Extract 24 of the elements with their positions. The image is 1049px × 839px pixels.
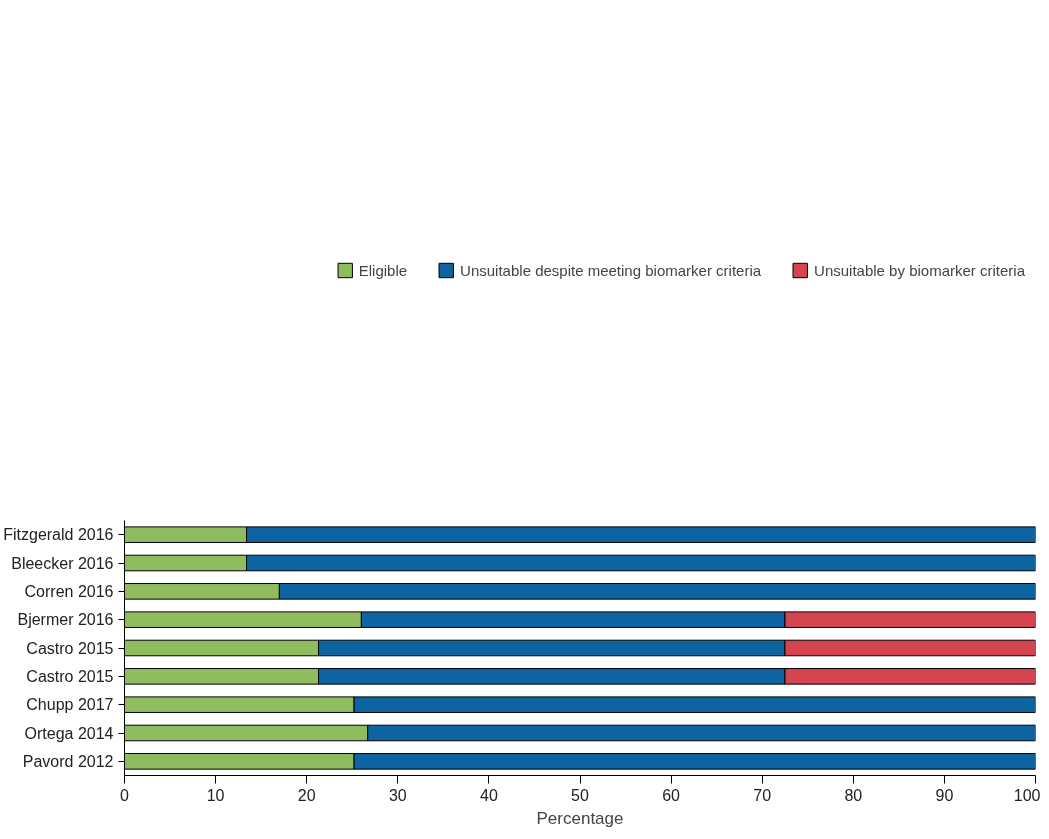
y-tick-label: Corren 2016	[24, 582, 114, 600]
legend-label: Unsuitable despite meeting biomarker criteria	[460, 261, 762, 279]
y-tick-label: Castro 2015	[26, 667, 114, 685]
x-axis-title: Percentage	[536, 808, 624, 828]
y-tick-label: Castro 2015	[26, 639, 114, 657]
x-tick-label: 10	[206, 786, 225, 804]
y-tick-label: Ortega 2014	[24, 724, 114, 742]
x-tick-label: 80	[844, 786, 863, 804]
x-tick-label: 50	[571, 786, 589, 804]
x-tick-label: 100	[1013, 786, 1041, 804]
x-tick-label: 40	[480, 786, 498, 804]
y-tick-label: Bjermer 2016	[17, 611, 114, 629]
y-tick-label: Fitzgerald 2016	[3, 526, 114, 544]
x-tick-label: 20	[297, 786, 316, 804]
x-tick-label: 0	[120, 786, 130, 804]
y-tick-label: Bleecker 2016	[11, 554, 114, 572]
x-tick-label: 90	[935, 786, 954, 804]
x-tick-label: 60	[662, 786, 681, 804]
y-tick-label: Chupp 2017	[26, 696, 114, 714]
x-tick-label: 70	[753, 786, 772, 804]
x-tick-label: 30	[388, 786, 407, 804]
legend-label: Unsuitable by biomarker criteria	[814, 261, 1025, 279]
y-tick-label: Pavord 2012	[22, 752, 114, 770]
legend-label: Eligible	[358, 261, 408, 279]
